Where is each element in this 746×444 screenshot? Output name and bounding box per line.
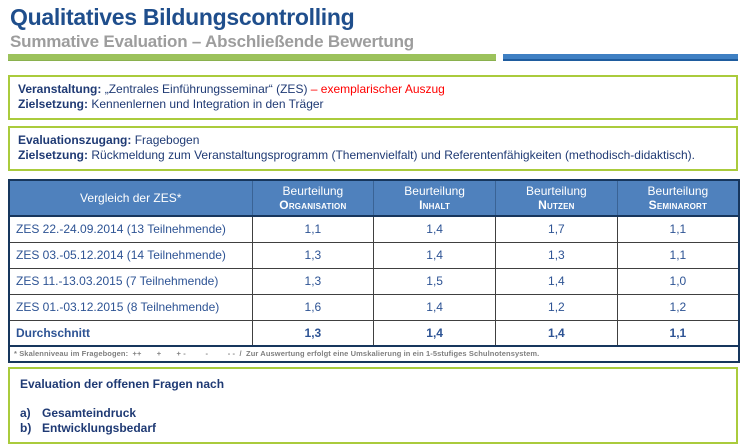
category-organisation: Organisation [279, 198, 347, 212]
row-label: ZES 22.-24.09.2014 (13 Teilnehmende) [8, 215, 253, 243]
open-questions-title: Evaluation der offenen Fragen nach [20, 377, 225, 391]
zielsetzung-value: Kennenlernen und Integration in den Träg… [91, 97, 324, 111]
cell-value: 1,3 [251, 241, 375, 269]
item-text: Entwicklungsbedarf [42, 421, 157, 435]
item-marker: a) [20, 406, 31, 420]
divider-blue-bar [503, 54, 738, 61]
cell-value: 1,2 [616, 293, 740, 321]
rating-prefix: Beurteilung [647, 184, 709, 198]
header-cell-seminarort: Beurteilung Seminarort [616, 179, 740, 217]
veranstaltung-info-box: Veranstaltung: „Zentrales Einführungssem… [8, 75, 738, 120]
cell-value: 1,6 [251, 293, 375, 321]
zielsetzung-line: Zielsetzung: Kennenlernen und Integratio… [18, 97, 728, 112]
rating-prefix: Beurteilung [404, 184, 465, 198]
page-title: Qualitatives Bildungscontrolling [10, 4, 355, 30]
summary-value: 1,4 [495, 319, 618, 347]
page-subtitle: Summative Evaluation – Abschließende Bew… [10, 32, 414, 51]
cell-value: 1,0 [616, 267, 740, 295]
header-cell-vergleich: Vergleich der ZES* [8, 179, 253, 217]
list-item: a) Gesamteindruck [20, 406, 726, 421]
cell-value: 1,4 [373, 215, 496, 243]
header-divider [8, 54, 738, 62]
veranstaltung-value: „Zentrales Einführungsseminar“ (ZES) [104, 82, 308, 96]
table-row: ZES 22.-24.09.2014 (13 Teilnehmende) 1,1… [8, 215, 740, 243]
cell-value: 1,1 [616, 215, 740, 243]
table-summary-row: Durchschnitt 1,3 1,4 1,4 1,1 [8, 319, 740, 347]
evaluationszugang-info-box: Evaluationszugang: Fragebogen Zielsetzun… [8, 126, 738, 171]
cell-value: 1,4 [373, 241, 496, 269]
category-nutzen: Nutzen [538, 198, 575, 212]
cell-value: 1,5 [373, 267, 496, 295]
cell-value: 1,2 [495, 293, 618, 321]
table-row: ZES 01.-03.12.2015 (8 Teilnehmende) 1,6 … [8, 293, 740, 321]
header-cell-inhalt: Beurteilung Inhalt [373, 179, 496, 217]
row-label: ZES 01.-03.12.2015 (8 Teilnehmende) [8, 293, 253, 321]
summary-label: Durchschnitt [8, 319, 253, 347]
table-header-row: Vergleich der ZES* Beurteilung Organisati… [8, 179, 740, 217]
cell-value: 1,3 [251, 267, 375, 295]
summary-value: 1,4 [373, 319, 496, 347]
list-item: b) Entwicklungsbedarf [20, 421, 726, 436]
veranstaltung-line: Veranstaltung: „Zentrales Einführungssem… [18, 82, 728, 97]
cell-value: 1,3 [495, 241, 618, 269]
evaluationszugang-label: Evaluationszugang: [18, 133, 132, 147]
item-marker: b) [20, 421, 32, 435]
open-questions-list: a) Gesamteindruck b) Entwicklungsbedarf [20, 406, 726, 436]
cell-value: 1,4 [495, 267, 618, 295]
category-inhalt: Inhalt [419, 198, 451, 212]
rating-prefix: Beurteilung [526, 184, 587, 198]
zielsetzung2-label: Zielsetzung: [18, 148, 89, 162]
divider-green-bar [8, 54, 496, 61]
header-cell-organisation: Beurteilung Organisation [251, 179, 375, 217]
zielsetzung2-value: Rückmeldung zum Veranstaltungsprogramm (… [91, 148, 695, 162]
cell-value: 1,4 [373, 293, 496, 321]
slide-header: Qualitatives Bildungscontrolling Summati… [0, 0, 746, 51]
zielsetzung-label: Zielsetzung: [18, 97, 89, 111]
summary-value: 1,3 [251, 319, 375, 347]
evaluationszugang-value: Fragebogen [134, 133, 200, 147]
zielsetzung2-line: Zielsetzung: Rückmeldung zum Veranstaltu… [18, 148, 728, 163]
veranstaltung-label: Veranstaltung: [18, 82, 102, 96]
category-seminarort: Seminarort [648, 198, 708, 212]
header-cell-nutzen: Beurteilung Nutzen [495, 179, 618, 217]
item-text: Gesamteindruck [42, 406, 137, 420]
veranstaltung-highlight: – exemplarischer Auszug [310, 82, 445, 96]
table-footnote: * Skalenniveau im Fragebogen: ++ + + - -… [8, 345, 740, 363]
open-questions-box: Evaluation der offenen Fragen nach a) Ges… [8, 367, 738, 444]
row-label: ZES 03.-05.12.2014 (14 Teilnehmende) [8, 241, 253, 269]
table-row: ZES 11.-13.03.2015 (7 Teilnehmende) 1,3 … [8, 267, 740, 295]
table-footnote-row: * Skalenniveau im Fragebogen: ++ + + - -… [8, 345, 740, 363]
summary-value: 1,1 [616, 319, 740, 347]
rating-prefix: Beurteilung [282, 184, 344, 198]
row-label: ZES 11.-13.03.2015 (7 Teilnehmende) [8, 267, 253, 295]
zes-comparison-table: Vergleich der ZES* Beurteilung Organisati… [8, 179, 740, 363]
cell-value: 1,1 [616, 241, 740, 269]
cell-value: 1,7 [495, 215, 618, 243]
evaluationszugang-line: Evaluationszugang: Fragebogen [18, 133, 728, 148]
table-row: ZES 03.-05.12.2014 (14 Teilnehmende) 1,3… [8, 241, 740, 269]
cell-value: 1,1 [251, 215, 375, 243]
